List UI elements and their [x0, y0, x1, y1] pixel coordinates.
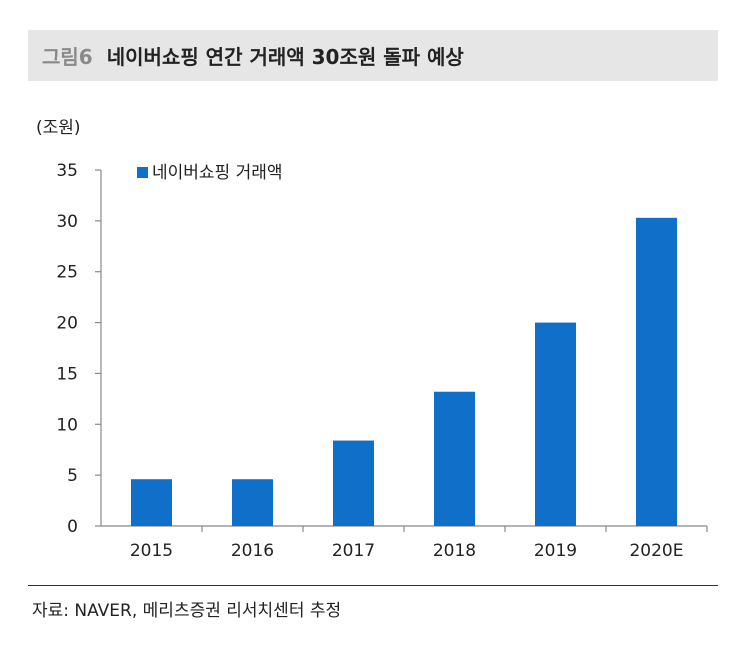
- x-tick-label: 2018: [433, 541, 476, 561]
- figure-label: 그림6: [42, 45, 93, 69]
- x-tick-label: 2015: [130, 541, 173, 561]
- y-tick-label: 10: [56, 415, 78, 435]
- x-tick-label: 2017: [332, 541, 375, 561]
- y-tick-label: 5: [67, 466, 78, 486]
- bar-2019: [535, 322, 576, 526]
- figure-title: 네이버쇼핑 연간 거래액 30조원 돌파 예상: [106, 45, 464, 69]
- y-tick-label: 30: [56, 212, 78, 232]
- bar-chart: (조원) 0 5 10 15 20 25 30 35 2015 2016 2017 2018 2019 20…: [36, 118, 708, 561]
- source-note: 자료: NAVER, 메리츠증권 리서치센터 추정: [32, 601, 342, 621]
- x-tick-label: 2016: [231, 541, 274, 561]
- bar-2015: [131, 479, 172, 526]
- y-tick-label: 35: [56, 161, 78, 181]
- y-tick-label: 25: [56, 263, 78, 283]
- legend-label: 네이버쇼핑 거래액: [152, 163, 283, 183]
- x-tick-label: 2019: [534, 541, 577, 561]
- y-tick-label: 15: [56, 364, 78, 384]
- figure-title-bar: 그림6 네이버쇼핑 연간 거래액 30조원 돌파 예상: [28, 30, 718, 81]
- bar-2018: [434, 391, 475, 526]
- bar-2017: [333, 440, 374, 526]
- y-tick-label: 0: [67, 517, 78, 537]
- legend-swatch: [137, 167, 148, 178]
- bar-2020E: [636, 217, 677, 526]
- source-divider: [28, 585, 718, 586]
- y-unit-label: (조원): [36, 118, 81, 138]
- bar-2016: [232, 479, 273, 526]
- x-tick-label: 2020E: [629, 541, 683, 561]
- y-tick-label: 20: [56, 314, 78, 334]
